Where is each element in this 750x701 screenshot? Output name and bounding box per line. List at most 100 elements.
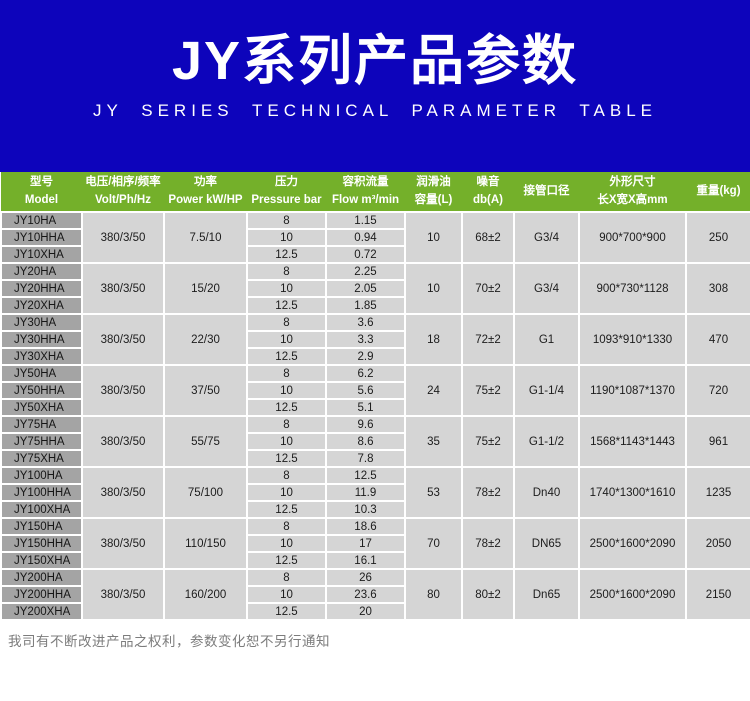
header-row: 型号 Model 电压/相序/频率 Volt/Ph/Hz 功率 Power kW… [1, 172, 750, 212]
table-row: JY20HA 380/3/50 15/20 8 2.25 10 70±2 G3/4 900*73… [0, 262, 750, 315]
page-subtitle: JY SERIES TECHNICAL PARAMETER TABLE [92, 100, 657, 120]
table-row: JY200XHA 12.5 20 [0, 602, 750, 621]
flow-cell: 7.8 [325, 449, 406, 468]
model-cell: JY20HA [0, 262, 83, 281]
model-cell: JY10HA [0, 211, 83, 230]
model-cell: JY100XHA [0, 500, 83, 519]
flow-cell: 23.6 [325, 585, 406, 604]
flow-cell: 2.25 [325, 262, 406, 281]
model-cell: JY50HA [0, 364, 83, 383]
dimensions-cell: 2500*1600*2090 [578, 517, 687, 570]
voltage-cell: 380/3/50 [81, 262, 165, 315]
pressure-cell: 12.5 [246, 551, 327, 570]
model-cell: JY200HA [0, 568, 83, 587]
dimensions-cell: 1740*1300*1610 [578, 466, 687, 519]
pressure-cell: 8 [246, 262, 327, 281]
table-row: JY50HHA 10 5.6 [0, 381, 750, 400]
voltage-cell: 380/3/50 [81, 313, 165, 366]
model-cell: JY30HHA [0, 330, 83, 349]
flow-cell: 2.05 [325, 279, 406, 298]
pressure-cell: 10 [246, 279, 327, 298]
dimensions-cell: 900*700*900 [578, 211, 687, 264]
parameter-table: 型号 Model 电压/相序/频率 Volt/Ph/Hz 功率 Power kW… [0, 172, 750, 621]
flow-cell: 6.2 [325, 364, 406, 383]
pressure-cell: 10 [246, 432, 327, 451]
pipe-diameter-cell: DN65 [513, 517, 580, 570]
table-header: 型号 Model 电压/相序/频率 Volt/Ph/Hz 功率 Power kW… [1, 172, 750, 212]
noise-cell: 68±2 [461, 211, 515, 264]
voltage-cell: 380/3/50 [81, 568, 165, 621]
model-cell: JY20HHA [0, 279, 83, 298]
pressure-cell: 8 [246, 568, 327, 587]
table-row: JY20HHA 10 2.05 [0, 279, 750, 298]
weight-cell: 1235 [685, 466, 750, 519]
header-pipe: 接管口径 [514, 172, 579, 212]
pressure-cell: 10 [246, 585, 327, 604]
weight-cell: 961 [685, 415, 750, 468]
pressure-cell: 8 [246, 364, 327, 383]
pressure-cell: 12.5 [246, 449, 327, 468]
table-row: JY30HA 380/3/50 22/30 8 3.6 18 72±2 G1 1093*910*… [0, 313, 750, 366]
pressure-cell: 12.5 [246, 296, 327, 315]
model-cell: JY10XHA [0, 245, 83, 264]
model-cell: JY75HA [0, 415, 83, 434]
table-row: JY75HHA 10 8.6 [0, 432, 750, 451]
power-cell: 15/20 [163, 262, 248, 315]
flow-cell: 16.1 [325, 551, 406, 570]
flow-cell: 20 [325, 602, 406, 621]
weight-cell: 308 [685, 262, 750, 315]
dimensions-cell: 1190*1087*1370 [578, 364, 687, 417]
header-model: 型号 Model [1, 172, 82, 212]
model-cell: JY50XHA [0, 398, 83, 417]
model-cell: JY30XHA [0, 347, 83, 366]
model-cell: JY200HHA [0, 585, 83, 604]
banner: JY系列产品参数 JY SERIES TECHNICAL PARAMETER T… [0, 0, 750, 172]
flow-cell: 0.72 [325, 245, 406, 264]
power-cell: 37/50 [163, 364, 248, 417]
table-row: JY75HA 380/3/50 55/75 8 9.6 35 75±2 G1-1/2 1568*… [0, 415, 750, 468]
model-cell: JY150XHA [0, 551, 83, 570]
noise-cell: 78±2 [461, 466, 515, 519]
header-voltage: 电压/相序/频率 Volt/Ph/Hz [82, 172, 164, 212]
flow-cell: 1.85 [325, 296, 406, 315]
table-row: JY20XHA 12.5 1.85 [0, 296, 750, 315]
header-power: 功率 Power kW/HP [164, 172, 247, 212]
noise-cell: 72±2 [461, 313, 515, 366]
table-body: JY10HA 380/3/50 7.5/10 8 1.15 10 68±2 G3/4 900*7… [0, 211, 750, 621]
model-cell: JY75HHA [0, 432, 83, 451]
noise-cell: 70±2 [461, 262, 515, 315]
voltage-cell: 380/3/50 [81, 466, 165, 519]
power-cell: 7.5/10 [163, 211, 248, 264]
flow-cell: 5.1 [325, 398, 406, 417]
pressure-cell: 10 [246, 534, 327, 553]
flow-cell: 26 [325, 568, 406, 587]
oil-capacity-cell: 53 [404, 466, 463, 519]
flow-cell: 2.9 [325, 347, 406, 366]
power-cell: 75/100 [163, 466, 248, 519]
power-cell: 110/150 [163, 517, 248, 570]
flow-cell: 12.5 [325, 466, 406, 485]
pressure-cell: 8 [246, 517, 327, 536]
pipe-diameter-cell: Dn40 [513, 466, 580, 519]
header-pressure: 压力 Pressure bar [247, 172, 326, 212]
oil-capacity-cell: 10 [404, 211, 463, 264]
model-cell: JY200XHA [0, 602, 83, 621]
weight-cell: 2050 [685, 517, 750, 570]
weight-cell: 470 [685, 313, 750, 366]
table-row: JY100XHA 12.5 10.3 [0, 500, 750, 519]
table-row: JY150HHA 10 17 [0, 534, 750, 553]
model-cell: JY30HA [0, 313, 83, 332]
pipe-diameter-cell: G1 [513, 313, 580, 366]
page-title: JY系列产品参数 [171, 31, 579, 91]
flow-cell: 9.6 [325, 415, 406, 434]
model-cell: JY10HHA [0, 228, 83, 247]
header-weight: 重量(kg) [686, 172, 750, 212]
flow-cell: 5.6 [325, 381, 406, 400]
pipe-diameter-cell: Dn65 [513, 568, 580, 621]
pressure-cell: 8 [246, 415, 327, 434]
table-row: JY150HA 380/3/50 110/150 8 18.6 70 78±2 DN65 250… [0, 517, 750, 570]
pipe-diameter-cell: G1-1/2 [513, 415, 580, 468]
table-row: JY50HA 380/3/50 37/50 8 6.2 24 75±2 G1-1/4 1190*… [0, 364, 750, 417]
noise-cell: 75±2 [461, 415, 515, 468]
